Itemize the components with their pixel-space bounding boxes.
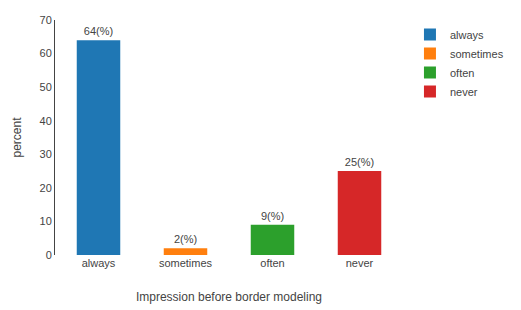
svg-text:30: 30 <box>40 148 52 160</box>
svg-text:percent: percent <box>10 117 24 158</box>
svg-text:sometimes: sometimes <box>450 48 504 60</box>
svg-text:70: 70 <box>40 14 52 26</box>
svg-text:never: never <box>450 86 478 98</box>
svg-text:never: never <box>346 257 374 269</box>
svg-text:always: always <box>450 29 484 41</box>
svg-text:40: 40 <box>40 115 52 127</box>
svg-text:often: often <box>450 67 474 79</box>
svg-text:25(%): 25(%) <box>345 156 374 168</box>
svg-text:64(%): 64(%) <box>84 25 113 37</box>
svg-text:9(%): 9(%) <box>261 210 284 222</box>
svg-text:60: 60 <box>40 47 52 59</box>
svg-text:sometimes: sometimes <box>159 257 213 269</box>
svg-text:Impression before border model: Impression before border modeling <box>136 290 322 304</box>
svg-text:20: 20 <box>40 182 52 194</box>
svg-text:2(%): 2(%) <box>174 233 197 245</box>
svg-text:50: 50 <box>40 81 52 93</box>
svg-text:0: 0 <box>46 249 52 261</box>
svg-text:often: often <box>260 257 284 269</box>
svg-text:always: always <box>82 257 116 269</box>
svg-text:10: 10 <box>40 215 52 227</box>
